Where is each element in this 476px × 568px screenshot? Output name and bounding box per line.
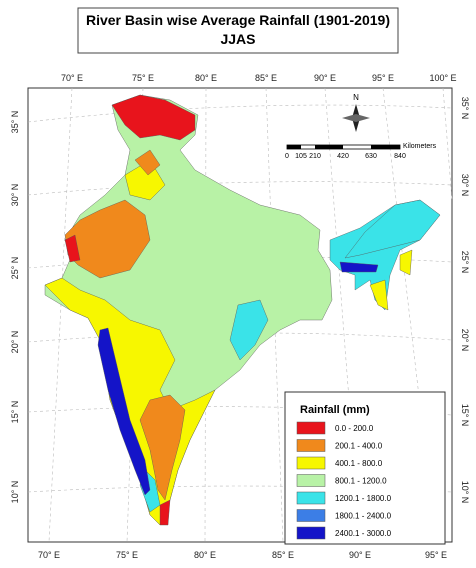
- legend-label: 800.1 - 1200.0: [335, 477, 387, 486]
- north-arrow: N: [342, 93, 370, 132]
- lat-label: 35° N: [10, 111, 20, 134]
- lat-label: 30° N: [10, 184, 20, 207]
- legend-swatch: [296, 474, 326, 487]
- scale-seg: [371, 145, 400, 149]
- lat-label: 25° N: [460, 251, 470, 274]
- lat-label: 25° N: [10, 257, 20, 280]
- basin: [64, 234, 81, 263]
- scale-unit: Kilometers: [403, 143, 437, 150]
- legend-title: Rainfall (mm): [300, 404, 370, 416]
- lon-label: 85° E: [272, 550, 294, 560]
- legend-swatch: [296, 509, 326, 522]
- lon-label: 85° E: [255, 73, 277, 83]
- scale-label: 0: [285, 153, 289, 160]
- legend-label: 1200.1 - 1800.0: [335, 494, 392, 503]
- lat-label: 10° N: [10, 481, 20, 504]
- basin: [229, 299, 269, 361]
- basin: [97, 327, 151, 496]
- basin: [369, 279, 389, 311]
- scale-bar: 0 105 210 420 630 840 Kilometers: [285, 143, 437, 160]
- scale-label: 840: [394, 153, 406, 160]
- title-box: [77, 7, 399, 54]
- lat-label: 15° N: [460, 404, 470, 427]
- scale-label: 630: [365, 153, 377, 160]
- basin: [159, 499, 171, 526]
- legend: Rainfall (mm) 0.0 - 200.0 200.1 - 400.0 40…: [284, 391, 446, 545]
- lon-label: 75° E: [116, 550, 138, 560]
- lon-label: 75° E: [132, 73, 154, 83]
- lat-label: 20° N: [460, 329, 470, 352]
- basin: [111, 94, 196, 141]
- scale-label: 105: [295, 153, 307, 160]
- title: River Basin wise Average Rainfall (1901-…: [86, 12, 390, 28]
- basin: [399, 249, 413, 276]
- lon-label: 100° E: [429, 73, 456, 83]
- subtitle: JJAS: [220, 31, 255, 47]
- legend-swatch: [296, 421, 326, 435]
- basin: [134, 149, 161, 176]
- north-label: N: [353, 93, 359, 102]
- legend-swatch: [296, 526, 326, 540]
- legend-label: 0.0 - 200.0: [335, 424, 374, 433]
- lon-label: 90° E: [349, 550, 371, 560]
- lat-label: 35° N: [460, 97, 470, 120]
- scale-label: 210: [309, 153, 321, 160]
- legend-swatch: [296, 456, 326, 470]
- lat-label: 30° N: [460, 174, 470, 197]
- basin: [339, 261, 379, 273]
- arrow: [342, 114, 370, 122]
- scale-label: 420: [337, 153, 349, 160]
- scale-seg: [287, 145, 301, 149]
- basin: [64, 199, 151, 279]
- lon-label: 95° E: [372, 73, 394, 83]
- lon-label: 70° E: [61, 73, 83, 83]
- basin: [139, 394, 186, 501]
- lat-label: 20° N: [10, 331, 20, 354]
- lon-label: 95° E: [425, 550, 447, 560]
- basin: [344, 199, 441, 259]
- scale-seg: [315, 145, 343, 149]
- legend-swatch: [296, 439, 326, 452]
- legend-label: 2400.1 - 3000.0: [335, 529, 392, 538]
- legend-label: 200.1 - 400.0: [335, 442, 383, 451]
- legend-swatch: [296, 491, 326, 505]
- basins: [44, 94, 441, 526]
- lon-label: 70° E: [38, 550, 60, 560]
- lat-label: 15° N: [10, 401, 20, 424]
- lon-label: 90° E: [314, 73, 336, 83]
- lon-label: 80° E: [195, 73, 217, 83]
- legend-label: 1800.1 - 2400.0: [335, 512, 392, 521]
- lat-label: 10° N: [460, 481, 470, 504]
- legend-label: 400.1 - 800.0: [335, 459, 383, 468]
- lon-label: 80° E: [194, 550, 216, 560]
